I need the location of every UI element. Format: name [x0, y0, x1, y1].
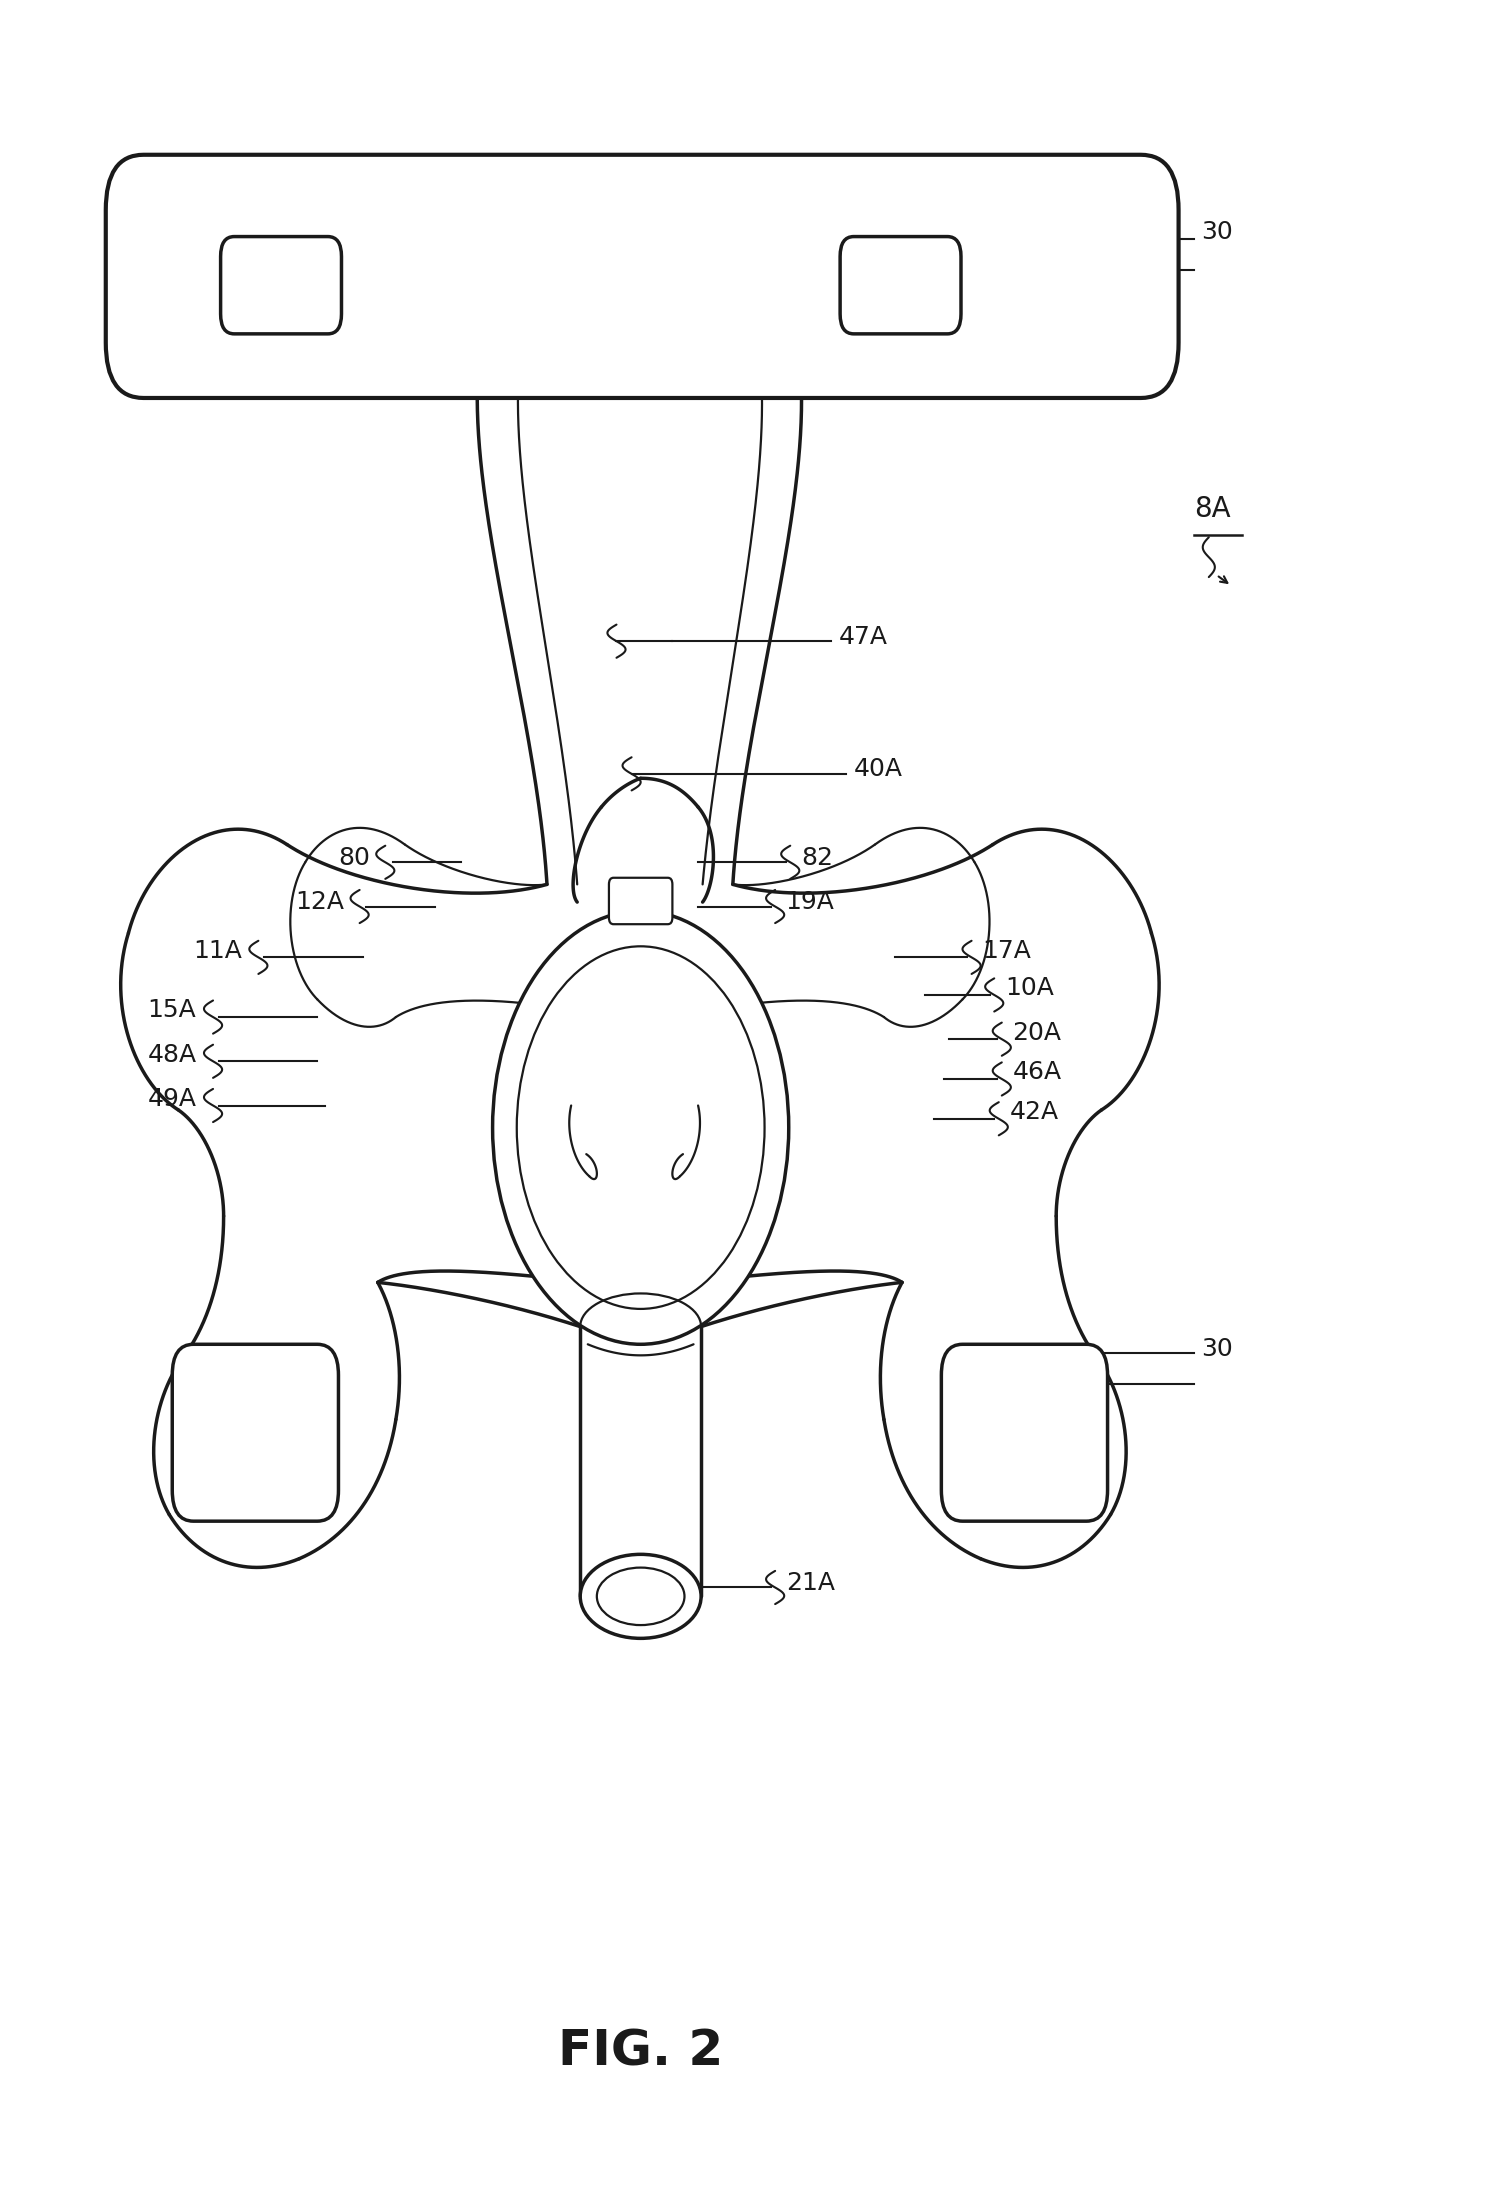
FancyBboxPatch shape: [609, 878, 672, 924]
Text: 10A: 10A: [1005, 977, 1053, 999]
Text: 19A: 19A: [786, 891, 834, 913]
Text: 8A: 8A: [1194, 495, 1230, 522]
Text: 82: 82: [801, 847, 833, 869]
Text: FIG. 2: FIG. 2: [558, 2027, 724, 2076]
Ellipse shape: [597, 1568, 684, 1625]
Text: 80: 80: [338, 847, 370, 869]
Text: 15A: 15A: [148, 999, 196, 1021]
FancyBboxPatch shape: [106, 155, 1179, 398]
Circle shape: [517, 946, 765, 1309]
FancyBboxPatch shape: [941, 1344, 1108, 1521]
Text: 30: 30: [1201, 221, 1233, 243]
Text: 47A: 47A: [839, 626, 887, 648]
Text: 42A: 42A: [1009, 1101, 1059, 1123]
FancyBboxPatch shape: [172, 1344, 338, 1521]
Text: 48A: 48A: [147, 1044, 196, 1066]
Ellipse shape: [580, 1554, 701, 1638]
Text: 20A: 20A: [1012, 1021, 1061, 1044]
Text: 21A: 21A: [786, 1572, 834, 1594]
Text: 17A: 17A: [982, 940, 1031, 962]
FancyBboxPatch shape: [221, 237, 341, 334]
Text: 40A: 40A: [854, 758, 902, 780]
Text: 30: 30: [1201, 1338, 1233, 1360]
Circle shape: [493, 911, 789, 1344]
Text: 11A: 11A: [193, 940, 242, 962]
Text: 12A: 12A: [296, 891, 345, 913]
Text: 49A: 49A: [148, 1088, 196, 1110]
Text: 46A: 46A: [1012, 1061, 1062, 1083]
FancyBboxPatch shape: [840, 237, 961, 334]
